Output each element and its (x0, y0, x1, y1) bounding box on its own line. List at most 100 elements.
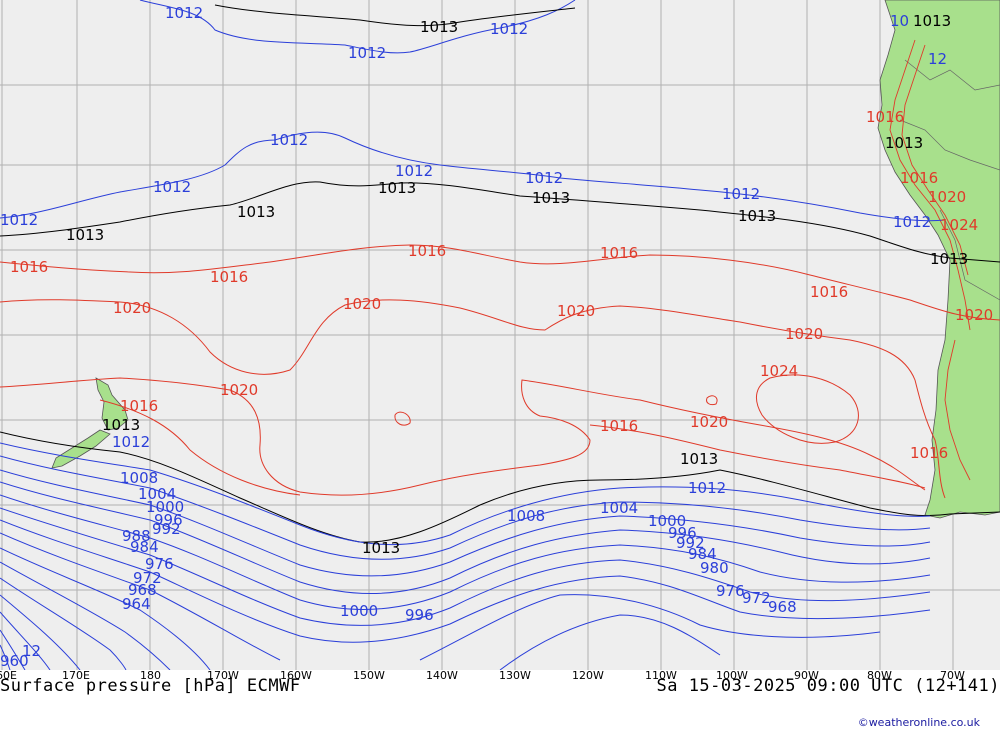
isobar-label-1012: 1012 (348, 44, 386, 62)
isobar-label-976: 976 (145, 555, 174, 573)
isobar-1012-top (139, 0, 576, 54)
isobar-line (0, 442, 931, 546)
isobar-label-1020: 1020 (955, 306, 993, 324)
isobar-line (889, 39, 971, 331)
isobar-1012-mid (0, 131, 946, 222)
isobar-label-984: 984 (130, 538, 159, 556)
isobar-label-1020: 1020 (557, 302, 595, 320)
isobar-line (901, 44, 969, 276)
isobar-label-12: 12 (22, 642, 41, 660)
tick-130w: 130W (499, 669, 531, 682)
isobar-line (0, 594, 81, 670)
south-america-land (877, 0, 1000, 519)
tick-140w: 140W (426, 669, 458, 682)
isobar-label-1012: 1012 (165, 4, 203, 22)
tick-110w: 110W (645, 669, 677, 682)
isobar-small-loop-2 (706, 395, 718, 406)
isobar-1020-west (0, 377, 926, 496)
isobar-line (904, 59, 1000, 91)
isobar-line (0, 455, 931, 560)
isobar-label-1012: 1012 (525, 169, 563, 187)
tick-170w: 170W (207, 669, 239, 682)
isobar-1016-south (99, 399, 301, 496)
pressure-map: 1012 1013 1012 1012 10 1013 12 1012 1012… (0, 0, 1000, 670)
isobar-label-1020: 1020 (690, 413, 728, 431)
land (51, 0, 1000, 519)
isobar-label-1016: 1016 (408, 242, 446, 260)
tick-180: 180 (140, 669, 161, 682)
isobar-line (0, 507, 931, 626)
isobar-line (0, 611, 51, 670)
isobar-label-12: 12 (928, 50, 947, 68)
isobar-label-1013: 1013 (738, 207, 776, 225)
credit-link[interactable]: ©weatheronline.co.uk (857, 716, 980, 729)
isobar-label-1013: 1013 (378, 179, 416, 197)
isobar-1016-north (0, 244, 1000, 321)
isobar-small-loop (394, 411, 411, 426)
isobar-label-992: 992 (676, 534, 705, 552)
isobar-label-996: 996 (154, 511, 183, 529)
isobar-line (0, 547, 721, 670)
tick-70w: 70W (940, 669, 965, 682)
isobar-label-1000: 1000 (648, 512, 686, 530)
new-zealand-north-island (95, 377, 129, 431)
isobar-label-1024: 1024 (940, 216, 978, 234)
isobar-label-1013: 1013 (930, 250, 968, 268)
isobar-1024 (755, 374, 859, 444)
isobar-label-1013: 1013 (102, 416, 140, 434)
isobar-label-1016: 1016 (810, 283, 848, 301)
tick-80w: 80W (867, 669, 892, 682)
isobar-label-1016: 1016 (10, 258, 48, 276)
isobar-label-10: 10 (890, 12, 909, 30)
isobar-label-1012: 1012 (722, 185, 760, 203)
borders (899, 59, 1000, 301)
isobar-1013-mid (0, 181, 1000, 263)
isobar-labels: 1012 1013 1012 1012 10 1013 12 1012 1012… (0, 4, 993, 670)
isobar-line (899, 119, 1000, 171)
tick-90w: 90W (794, 669, 819, 682)
isobar-label-1012: 1012 (153, 178, 191, 196)
isobar-label-1012: 1012 (112, 433, 150, 451)
isobar-label-1008: 1008 (507, 507, 545, 525)
isobar-label-960: 960 (0, 652, 29, 670)
isobar-label-1016: 1016 (120, 397, 158, 415)
isobar-1013-south (0, 431, 1000, 543)
isobar-line (939, 209, 1000, 301)
isobar-label-1020: 1020 (928, 188, 966, 206)
isobar-label-1012: 1012 (0, 211, 38, 229)
isobar-1013-top (214, 4, 576, 27)
isobar-label-1012: 1012 (490, 20, 528, 38)
isobar-label-968: 968 (768, 598, 797, 616)
isobar-line (0, 494, 931, 610)
isobar-label-980: 980 (700, 559, 729, 577)
tick-160w: 160W (280, 669, 312, 682)
isobar-label-1012: 1012 (893, 213, 931, 231)
isobar-1016-east (589, 424, 926, 489)
tick-150w: 150W (353, 669, 385, 682)
map-title: Surface pressure [hPa] ECMWF (0, 676, 301, 696)
isobar-label-972: 972 (742, 589, 771, 607)
isobar-label-1013: 1013 (66, 226, 104, 244)
isobar-line (0, 481, 931, 595)
isobar-label-984: 984 (688, 545, 717, 563)
isobar-label-1004: 1004 (600, 499, 638, 517)
isobar-line (0, 644, 11, 670)
isobar-label-976: 976 (716, 582, 745, 600)
isobar-line (0, 519, 931, 643)
isobar-label-1013: 1013 (913, 12, 951, 30)
new-zealand-south-island (51, 429, 111, 469)
valid-time: Sa 15-03-2025 09:00 UTC (12+141) (656, 676, 1000, 696)
isobar-line (0, 561, 171, 670)
isobar-line (0, 532, 881, 661)
isobar-label-1020: 1020 (785, 325, 823, 343)
isobar-label-1020: 1020 (220, 381, 258, 399)
isobar-label-1012: 1012 (270, 131, 308, 149)
isobar-label-1020: 1020 (343, 295, 381, 313)
isobar-label-1013: 1013 (362, 539, 400, 557)
isobar-line (0, 577, 127, 670)
isobar-label-1020: 1020 (113, 299, 151, 317)
isobar-line (944, 339, 971, 481)
isobar-label-988: 988 (122, 527, 151, 545)
isobar-label-1024: 1024 (760, 362, 798, 380)
isobar-label-1013: 1013 (532, 189, 570, 207)
